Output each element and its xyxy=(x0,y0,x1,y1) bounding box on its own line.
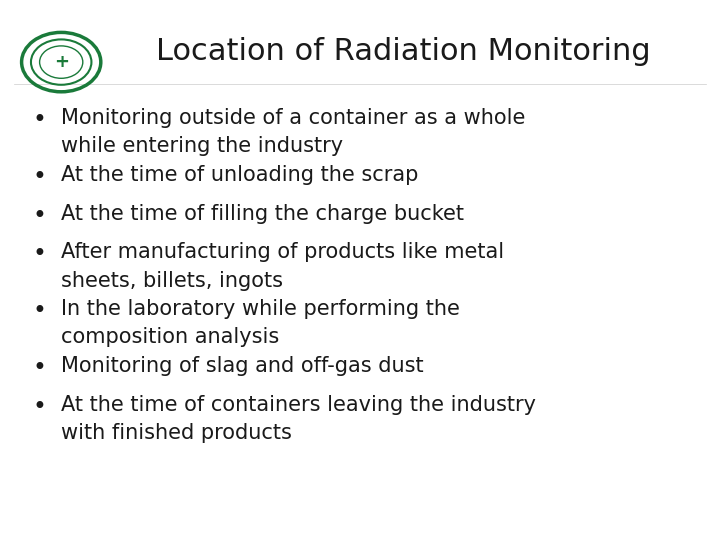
Text: At the time of filling the charge bucket: At the time of filling the charge bucket xyxy=(61,204,464,224)
Text: After manufacturing of products like metal: After manufacturing of products like met… xyxy=(61,242,504,262)
Text: In the laboratory while performing the: In the laboratory while performing the xyxy=(61,299,460,319)
Text: •: • xyxy=(32,242,47,266)
Text: Monitoring of slag and off-gas dust: Monitoring of slag and off-gas dust xyxy=(61,356,424,376)
Text: •: • xyxy=(32,204,47,227)
Text: At the time of containers leaving the industry: At the time of containers leaving the in… xyxy=(61,395,536,415)
Text: At the time of unloading the scrap: At the time of unloading the scrap xyxy=(61,165,418,185)
Text: composition analysis: composition analysis xyxy=(61,327,279,347)
Text: •: • xyxy=(32,165,47,188)
Text: Location of Radiation Monitoring: Location of Radiation Monitoring xyxy=(156,37,650,66)
Text: +: + xyxy=(54,53,68,71)
Text: sheets, billets, ingots: sheets, billets, ingots xyxy=(61,271,283,291)
Text: •: • xyxy=(32,108,47,132)
Text: •: • xyxy=(32,356,47,380)
Text: •: • xyxy=(32,299,47,323)
Text: •: • xyxy=(32,395,47,418)
Text: Monitoring outside of a container as a whole: Monitoring outside of a container as a w… xyxy=(61,108,526,128)
Text: while entering the industry: while entering the industry xyxy=(61,136,343,156)
Text: with finished products: with finished products xyxy=(61,423,292,443)
